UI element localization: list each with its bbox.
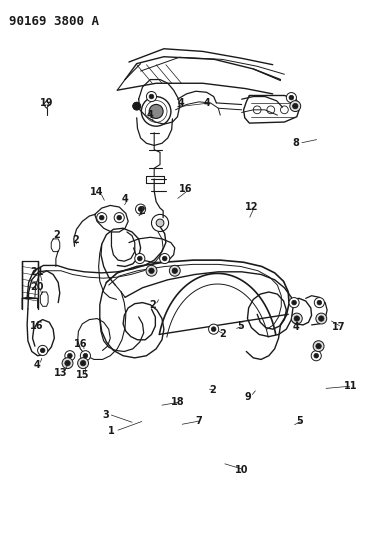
Circle shape (291, 313, 302, 324)
Text: 16: 16 (179, 184, 193, 195)
Circle shape (62, 358, 73, 369)
Text: 2: 2 (219, 329, 225, 340)
Text: 17: 17 (332, 322, 346, 332)
Circle shape (314, 353, 319, 358)
Circle shape (133, 102, 140, 110)
Text: 10: 10 (235, 465, 248, 475)
Circle shape (169, 265, 180, 276)
Text: 4: 4 (178, 98, 185, 108)
Text: 2: 2 (138, 206, 145, 216)
Text: 12: 12 (245, 202, 258, 212)
Circle shape (209, 324, 219, 334)
Text: 3: 3 (102, 410, 109, 420)
Circle shape (156, 219, 164, 227)
Circle shape (289, 297, 299, 308)
Text: 19: 19 (40, 99, 53, 108)
Circle shape (211, 327, 216, 332)
Text: 5: 5 (238, 321, 244, 331)
Circle shape (80, 360, 86, 366)
Circle shape (136, 204, 145, 214)
Circle shape (138, 207, 143, 212)
Circle shape (314, 297, 324, 308)
Circle shape (319, 316, 324, 321)
Circle shape (146, 265, 157, 276)
Text: 4: 4 (292, 322, 300, 332)
Text: 2: 2 (209, 385, 216, 395)
Circle shape (40, 348, 45, 353)
Circle shape (80, 351, 90, 361)
Text: 21: 21 (30, 267, 44, 277)
Circle shape (65, 360, 70, 366)
Text: 4: 4 (203, 98, 210, 108)
Circle shape (160, 254, 170, 264)
Text: 18: 18 (171, 397, 184, 407)
Text: 13: 13 (54, 368, 68, 378)
Circle shape (294, 316, 300, 321)
Circle shape (37, 345, 48, 356)
Circle shape (114, 213, 124, 223)
Text: 14: 14 (90, 187, 104, 197)
Circle shape (162, 256, 167, 261)
Circle shape (317, 300, 322, 305)
Circle shape (313, 341, 324, 352)
Text: 1: 1 (108, 426, 115, 436)
Circle shape (117, 215, 122, 220)
Text: 4: 4 (147, 110, 154, 120)
Circle shape (290, 101, 301, 111)
Circle shape (99, 215, 104, 220)
Circle shape (135, 254, 145, 264)
Circle shape (149, 94, 154, 99)
Circle shape (316, 313, 327, 324)
Text: 15: 15 (76, 370, 89, 381)
Text: 90169 3800 A: 90169 3800 A (9, 15, 99, 28)
Text: 5: 5 (296, 416, 303, 425)
Circle shape (286, 93, 296, 103)
Circle shape (149, 104, 163, 118)
Circle shape (138, 256, 142, 261)
Text: 9: 9 (244, 392, 251, 402)
Circle shape (97, 213, 107, 223)
Text: 16: 16 (30, 321, 44, 331)
Text: 8: 8 (292, 138, 300, 148)
Circle shape (65, 351, 75, 361)
Text: 11: 11 (344, 381, 357, 391)
Text: 2: 2 (53, 230, 60, 240)
Text: 2: 2 (72, 236, 79, 246)
Text: 16: 16 (74, 338, 87, 349)
Text: 4: 4 (122, 194, 128, 204)
Text: 2: 2 (149, 300, 156, 310)
Circle shape (292, 300, 296, 305)
Circle shape (292, 103, 298, 109)
Circle shape (172, 268, 177, 273)
Text: 20: 20 (30, 281, 44, 292)
Text: 7: 7 (195, 416, 202, 425)
Circle shape (83, 353, 88, 358)
Circle shape (67, 353, 72, 358)
Circle shape (289, 95, 294, 100)
Circle shape (146, 92, 156, 102)
Text: 4: 4 (34, 360, 40, 370)
Circle shape (311, 351, 321, 361)
Circle shape (316, 343, 321, 349)
Circle shape (78, 358, 89, 369)
Circle shape (149, 268, 154, 273)
